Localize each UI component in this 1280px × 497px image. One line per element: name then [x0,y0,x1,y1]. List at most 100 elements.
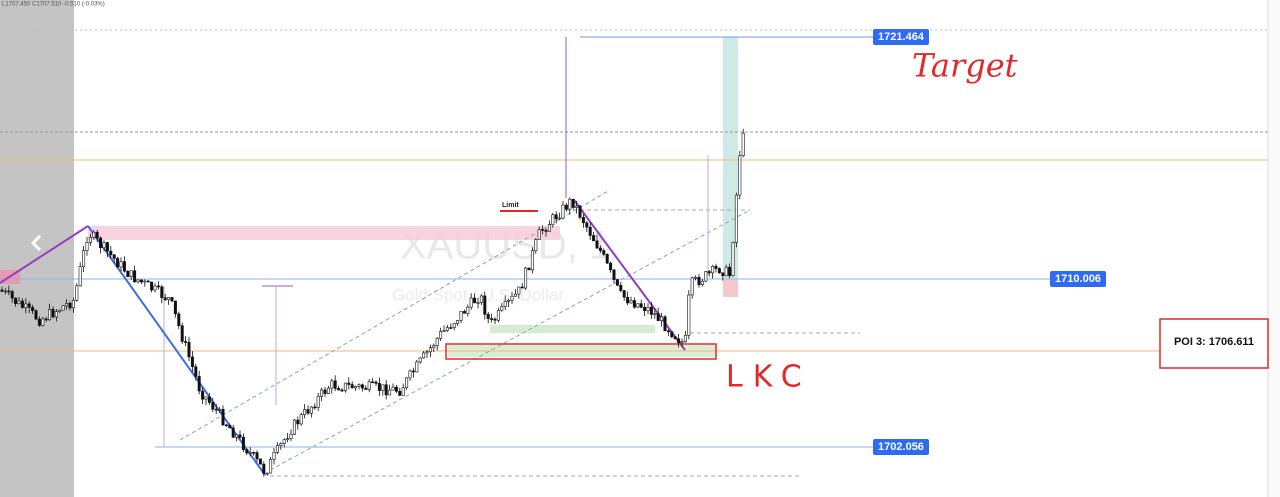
candle-part [320,389,324,397]
candle-part [102,242,106,249]
candle-part [377,383,381,391]
poi-box [1159,318,1269,369]
candle-part [466,306,470,314]
candle-part [248,452,252,454]
candle-part [105,242,109,252]
price-tag [1050,271,1106,287]
candle-part [534,239,538,252]
candle-part [425,351,429,354]
candle-part [639,303,643,308]
candle-part [75,285,79,301]
candle-part [241,436,245,450]
candle-part [490,318,494,320]
candle-part [31,307,35,312]
candle-part [265,472,269,475]
price-tag [873,439,929,455]
candle-part [422,352,426,359]
candle-part [282,439,286,444]
candle-part [578,205,582,218]
candle-part [51,309,55,318]
candle-part [221,409,225,426]
candle-part [500,306,504,311]
back-arrow[interactable] [30,234,42,252]
candle-part [581,217,585,224]
candle-part [99,237,103,249]
candle-part [95,231,99,239]
candle-part [286,438,290,440]
candle-part [649,306,653,315]
candle-part [129,270,133,278]
candle-part [177,313,181,326]
candle-part [520,286,524,289]
candle-part [17,300,21,304]
candle-part [7,290,11,293]
candle-part [459,311,463,321]
candle-part [48,309,52,320]
candle-part [197,376,201,392]
candle-part [456,320,460,324]
candle-part [476,302,480,304]
candle-part [112,254,116,259]
candle-part [180,325,184,342]
candle-part [258,458,262,465]
candle-part [462,311,466,314]
candle-part [714,265,718,269]
trendline [0,225,89,284]
candle-part [544,229,548,232]
candle-part [303,409,307,416]
candle-part [530,250,534,271]
candle-part [156,285,160,288]
candle-part [187,341,191,358]
candle-part [615,279,619,286]
candle-part [558,217,562,220]
candle-part [136,279,140,283]
candle-part [449,327,453,329]
candle-part [167,297,171,300]
candle-part [371,381,375,384]
candle-part [585,222,589,228]
candle-part [401,387,405,396]
candle-part [252,452,256,454]
candle-part [728,266,732,276]
candle-part [364,387,368,390]
candles [0,128,745,477]
stop-box [723,280,738,297]
candle-part [592,235,596,242]
candle-part [245,449,249,454]
candle-part [632,300,636,308]
candle-part [58,309,62,312]
candle-part [741,132,745,156]
candle-part [122,261,126,272]
target-box [723,37,738,280]
price-axis [1268,0,1280,497]
candle-part [428,347,432,353]
candle-part [330,380,334,389]
candle-part [483,295,487,315]
candle-part [510,295,514,301]
candle-part [27,303,31,308]
candle-part [224,424,228,427]
candle-part [704,271,708,282]
candle-part [707,271,711,274]
candle-part [126,270,130,278]
candle-part [173,300,177,315]
candle-part [235,434,239,438]
candle-part [619,284,623,291]
candle-part [109,250,113,256]
candle-part [524,267,528,289]
candle-part [473,297,477,304]
candle-part [411,370,415,373]
candle-part [442,330,446,332]
candle-part [605,254,609,264]
candle-part [507,299,511,302]
candle-part [272,452,276,460]
candle-part [656,313,660,321]
candle-part [415,361,419,373]
candle-part [296,419,300,425]
candle-part [697,276,701,286]
candle-part [394,386,398,392]
candle-part [163,297,167,300]
lkc-note: LKC [726,360,812,395]
candle-part [452,323,456,328]
candle-part [207,396,211,403]
